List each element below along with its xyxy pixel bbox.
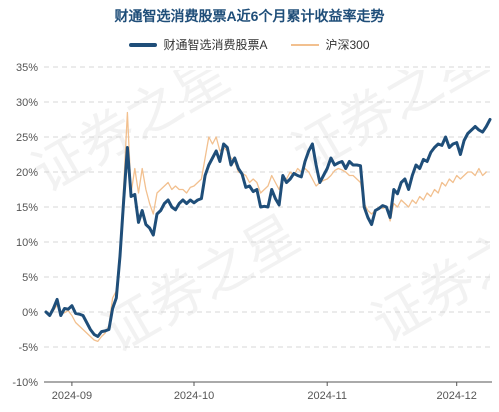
y-tick-label: 30% (16, 97, 38, 109)
chart-title: 财通智选消费股票A近6个月累计收益率走势 (114, 8, 385, 24)
y-tick-label: 10% (16, 237, 38, 249)
x-tick-label: 2024-12 (437, 390, 477, 402)
y-tick-label: 20% (16, 167, 38, 179)
x-tick-label: 2024-09 (52, 390, 92, 402)
y-tick-label: -10% (12, 377, 38, 389)
y-tick-label: 0% (22, 307, 38, 319)
y-tick-label: -5% (18, 342, 38, 354)
legend: 财通智选消费股票A 沪深300 (0, 36, 499, 53)
x-tick-label: 2024-10 (174, 390, 214, 402)
y-tick-label: 35% (16, 62, 38, 74)
legend-swatch-index (291, 43, 320, 46)
y-tick-label: 25% (16, 132, 38, 144)
series-layer (44, 111, 492, 343)
x-axis: 2024-092024-102024-112024-122025-012025-… (44, 381, 492, 402)
y-axis: 35% 30% 25% 20% 15% 10% 5% 0% -5% -10% (12, 62, 38, 389)
x-tick-label: 2024-11 (307, 390, 347, 402)
legend-swatch-fund (129, 42, 158, 47)
legend-item-index[interactable]: 沪深300 (291, 36, 370, 53)
y-tick-label: 5% (22, 272, 38, 284)
series-line-fund (44, 118, 492, 338)
grid (44, 66, 492, 383)
legend-label-index: 沪深300 (325, 38, 370, 52)
legend-label-fund: 财通智选消费股票A (163, 38, 268, 52)
legend-item-fund[interactable]: 财通智选消费股票A (129, 36, 267, 53)
y-tick-label: 15% (16, 202, 38, 214)
